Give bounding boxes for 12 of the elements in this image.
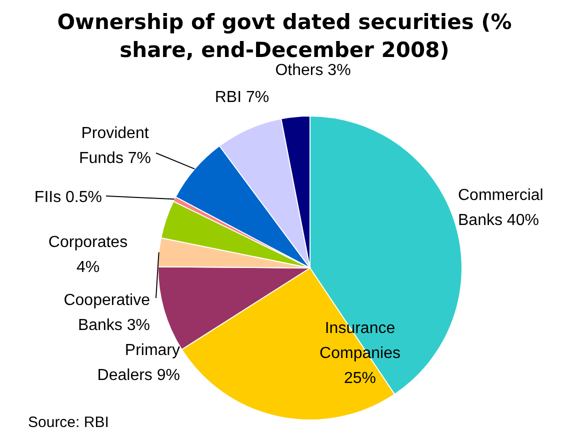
slice-label: Others 3% (275, 62, 351, 79)
chart-title: Ownership of govt dated securities (% share, end-December 2008) (56, 9, 513, 63)
data-label: 25% (344, 370, 376, 387)
slice-label: FIIs 0.5% (34, 189, 102, 206)
slice-label: Cooperative Banks 3% (64, 292, 150, 334)
slice-label: Corporates (48, 234, 128, 251)
slice-label: RBI 7% (214, 89, 270, 106)
source-note: Source: RBI (28, 414, 109, 431)
slice-label: Commercial Banks 40% (458, 187, 544, 229)
data-label: 4% (76, 259, 100, 276)
slice-label: Primary Dealers 9% (97, 342, 180, 384)
slice-label: Provident Funds 7% (78, 125, 152, 167)
